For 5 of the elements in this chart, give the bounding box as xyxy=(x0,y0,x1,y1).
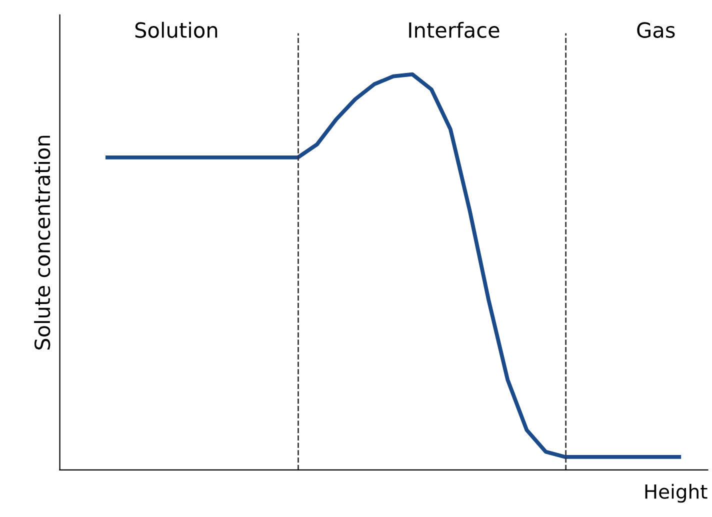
text: Interface xyxy=(409,22,500,38)
y-axis-title: Solute concentration xyxy=(34,136,50,350)
text: Gas xyxy=(637,22,675,38)
text: Solution xyxy=(135,22,218,38)
x-axis-title: Height xyxy=(645,484,708,503)
